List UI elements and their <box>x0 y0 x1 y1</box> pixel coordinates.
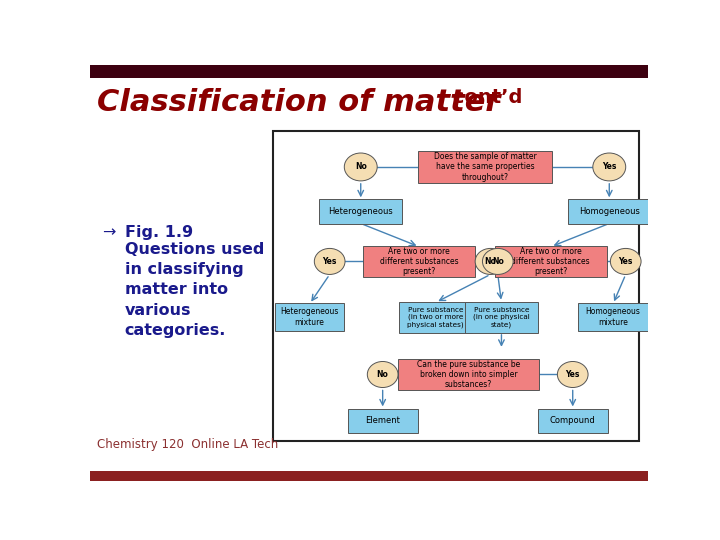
Ellipse shape <box>482 248 513 274</box>
Text: Pure substance
(in two or more
physical states): Pure substance (in two or more physical … <box>408 307 464 328</box>
Text: No: No <box>377 370 389 379</box>
Ellipse shape <box>475 248 506 274</box>
Text: Are two or more
different substances
present?: Are two or more different substances pre… <box>511 247 590 276</box>
Ellipse shape <box>611 248 641 274</box>
FancyBboxPatch shape <box>320 199 402 224</box>
Bar <box>90 471 648 481</box>
Text: cont’d: cont’d <box>446 87 523 107</box>
Bar <box>273 131 639 441</box>
Text: No: No <box>485 257 496 266</box>
FancyBboxPatch shape <box>495 246 607 277</box>
FancyBboxPatch shape <box>418 151 552 183</box>
Bar <box>90 65 648 78</box>
Text: Does the sample of matter
have the same properties
throughout?: Does the sample of matter have the same … <box>433 152 536 182</box>
Text: Heterogeneous: Heterogeneous <box>328 207 393 217</box>
Text: Pure substance
(in one physical
state): Pure substance (in one physical state) <box>473 307 530 328</box>
Text: Homogeneous: Homogeneous <box>579 207 639 217</box>
Text: Questions used
in classifying
matter into
various
categories.: Questions used in classifying matter int… <box>125 241 264 338</box>
Ellipse shape <box>315 248 345 274</box>
Text: Heterogeneous
mixture: Heterogeneous mixture <box>280 307 339 327</box>
Ellipse shape <box>557 361 588 388</box>
Text: Yes: Yes <box>565 370 580 379</box>
FancyBboxPatch shape <box>538 409 608 434</box>
Text: Homogeneous
mixture: Homogeneous mixture <box>585 307 640 327</box>
Ellipse shape <box>367 361 398 388</box>
FancyBboxPatch shape <box>398 359 539 390</box>
FancyBboxPatch shape <box>348 409 418 434</box>
FancyBboxPatch shape <box>399 302 472 333</box>
Text: Fig. 1.9: Fig. 1.9 <box>125 225 193 240</box>
Text: Compound: Compound <box>550 416 595 426</box>
Text: Element: Element <box>365 416 400 426</box>
FancyBboxPatch shape <box>364 246 475 277</box>
Text: Yes: Yes <box>602 163 616 172</box>
Text: →: → <box>102 225 116 240</box>
Text: No: No <box>492 257 504 266</box>
Text: Chemistry 120  Online LA Tech: Chemistry 120 Online LA Tech <box>97 437 279 451</box>
Text: No: No <box>355 163 366 172</box>
FancyBboxPatch shape <box>578 303 648 331</box>
FancyBboxPatch shape <box>464 302 539 333</box>
Ellipse shape <box>344 153 377 181</box>
Text: Yes: Yes <box>323 257 337 266</box>
FancyBboxPatch shape <box>568 199 651 224</box>
FancyBboxPatch shape <box>274 303 344 331</box>
Text: Can the pure substance be
broken down into simpler
substances?: Can the pure substance be broken down in… <box>417 360 520 389</box>
Text: Are two or more
different substances
present?: Are two or more different substances pre… <box>380 247 459 276</box>
Ellipse shape <box>593 153 626 181</box>
Text: Yes: Yes <box>618 257 633 266</box>
Text: Classification of matter: Classification of matter <box>97 87 500 117</box>
